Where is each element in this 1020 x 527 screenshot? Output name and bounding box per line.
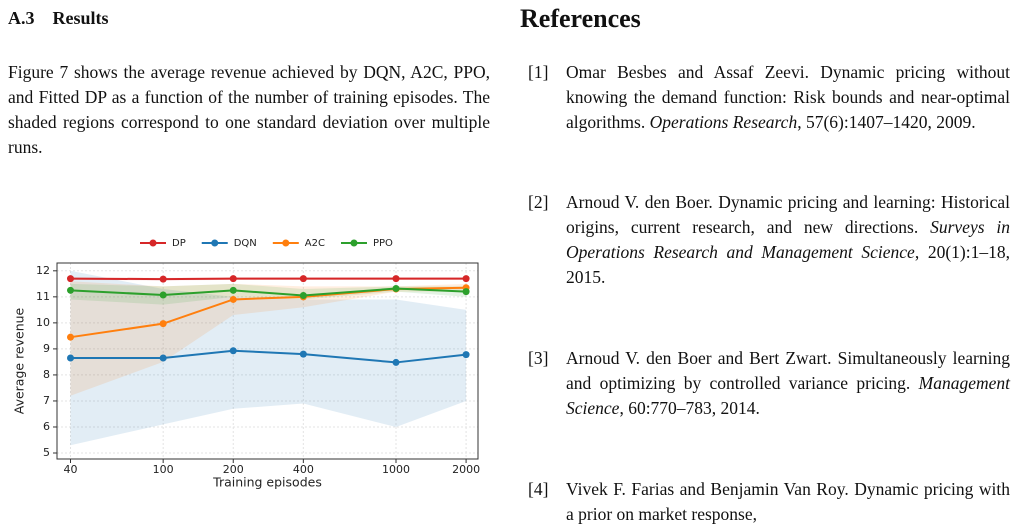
marker <box>299 350 307 358</box>
y-tick-label: 6 <box>43 420 50 433</box>
marker <box>392 275 400 283</box>
ref-label: [4] <box>528 479 549 499</box>
legend-label: DQN <box>234 238 257 249</box>
ref-venue: Operations Research <box>649 112 798 132</box>
legend-label: PPO <box>373 238 393 249</box>
section-number: A.3 <box>8 8 35 28</box>
x-tick-label: 400 <box>293 463 314 476</box>
marker <box>462 275 470 283</box>
reference: [1] Omar Besbes and Assaf Zeevi. Dynamic … <box>528 60 1010 135</box>
legend-marker <box>211 239 219 247</box>
ref-text: Arnoud V. den Boer. Dynamic pricing and … <box>566 192 1010 237</box>
ref-body: Vivek F. Farias and Benjamin Van Roy. Dy… <box>566 477 1010 527</box>
ref-label: [2] <box>528 192 549 212</box>
x-tick-label: 100 <box>153 463 174 476</box>
ref-rest: , 20(1):1–18, 2015. <box>566 242 1010 287</box>
x-tick-label: 2000 <box>452 463 480 476</box>
band <box>70 281 467 396</box>
y-tick-label: 10 <box>36 316 50 329</box>
marker <box>462 288 470 296</box>
marker <box>159 320 167 328</box>
ref-body: Arnoud V. den Boer and Bert Zwart. Simul… <box>566 346 1010 421</box>
line <box>70 277 467 281</box>
x-tick-label: 40 <box>64 463 78 476</box>
ref-body: Omar Besbes and Assaf Zeevi. Dynamic pri… <box>566 60 1010 135</box>
reference: [4] Vivek F. Farias and Benjamin Van Roy.… <box>528 477 1010 527</box>
y-tick-label: 11 <box>36 290 50 303</box>
marker <box>299 275 307 283</box>
paragraph: Figure 7 shows the average revenue achie… <box>8 62 490 157</box>
chart: 5 6 7 8 9 10 11 12 40 100 200 400 1000 2000 Training e… <box>12 238 481 490</box>
ref-venue: Management Science <box>566 373 1010 418</box>
y-axis-label: Average revenue <box>12 307 27 414</box>
marker <box>392 358 400 366</box>
marker <box>159 275 167 283</box>
reference: [3] Arnoud V. den Boer and Bert Zwart. Si… <box>528 346 1010 421</box>
ref-body: Arnoud V. den Boer. Dynamic pricing and … <box>566 190 1010 290</box>
legend-marker <box>282 239 290 247</box>
marker <box>67 275 75 283</box>
references-title: References <box>520 4 641 33</box>
legend-label: A2C <box>305 238 325 249</box>
y-tick-label: 8 <box>43 368 50 381</box>
ref-rest: , 57(6):1407–1420, 2009. <box>797 112 976 132</box>
marker <box>299 292 307 300</box>
y-tick-label: 9 <box>43 342 50 355</box>
marker <box>229 347 237 355</box>
marker <box>67 286 75 294</box>
line <box>70 287 467 297</box>
ref-text: Vivek F. Farias and Benjamin Van Roy. Dy… <box>566 479 1010 524</box>
ref-label: [3] <box>528 348 549 368</box>
marker <box>67 354 75 362</box>
band <box>70 270 467 446</box>
legend-marker <box>350 239 358 247</box>
legend-marker <box>149 239 157 247</box>
x-tick-label: 200 <box>223 463 244 476</box>
reference: [2] Arnoud V. den Boer. Dynamic pricing a… <box>528 190 1010 290</box>
ref-text: Arnoud V. den Boer and Bert Zwart. Simul… <box>566 348 1010 393</box>
marker <box>229 295 237 303</box>
marker <box>67 333 75 341</box>
plot-frame <box>56 262 479 460</box>
x-axis-label: Training episodes <box>212 475 322 490</box>
y-tick-label: 7 <box>43 394 50 407</box>
ref-rest: , 60:770–783, 2014. <box>619 398 760 418</box>
legend-label: DP <box>172 238 186 249</box>
marker <box>229 275 237 283</box>
ref-venue: Surveys in Operations Research and Manag… <box>566 217 1010 262</box>
ref-text: Omar Besbes and Assaf Zeevi. Dynamic pri… <box>566 62 1010 132</box>
ref-label: [1] <box>528 62 549 82</box>
band <box>70 283 467 305</box>
x-tick-label: 1000 <box>382 463 410 476</box>
marker <box>159 354 167 362</box>
y-tick-label: 12 <box>36 264 50 277</box>
section-heading: A.3 Results <box>8 8 109 29</box>
marker <box>229 286 237 294</box>
line <box>70 349 467 364</box>
section-title: Results <box>52 8 109 28</box>
marker <box>462 351 470 359</box>
marker <box>392 285 400 293</box>
marker <box>159 291 167 299</box>
y-tick-label: 5 <box>43 446 50 459</box>
